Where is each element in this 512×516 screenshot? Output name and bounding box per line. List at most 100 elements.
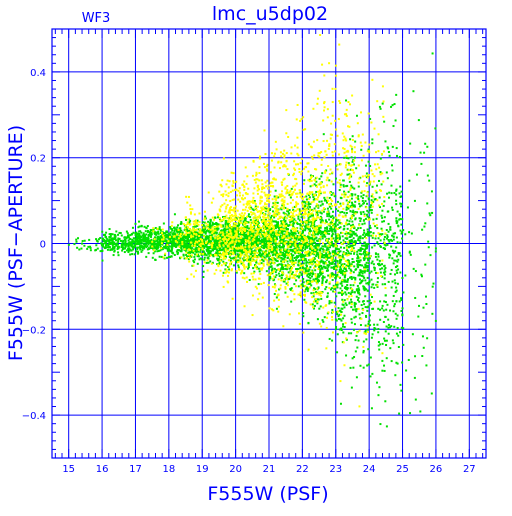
data-point: [424, 264, 426, 266]
data-point: [207, 257, 209, 259]
data-point: [141, 225, 143, 227]
data-point: [383, 205, 385, 207]
data-point: [366, 234, 368, 236]
data-point: [372, 283, 374, 285]
data-point: [392, 170, 394, 172]
data-point: [348, 332, 350, 334]
data-point: [196, 234, 198, 236]
data-point: [350, 306, 352, 308]
data-point: [360, 253, 362, 255]
data-point: [353, 265, 355, 267]
data-point: [229, 236, 231, 238]
data-point: [222, 261, 224, 263]
data-point: [365, 306, 367, 308]
data-point: [155, 227, 157, 229]
data-point: [217, 225, 219, 227]
data-point: [162, 256, 164, 258]
data-point: [371, 209, 373, 211]
data-point: [359, 278, 361, 280]
data-point: [202, 253, 204, 255]
data-point: [187, 221, 189, 223]
data-point: [353, 329, 355, 331]
data-point: [355, 310, 357, 312]
data-point: [348, 208, 350, 210]
data-point: [310, 237, 312, 239]
data-point: [367, 277, 369, 279]
data-point: [350, 234, 352, 236]
data-point: [351, 202, 353, 204]
data-point: [119, 238, 121, 240]
data-point: [327, 275, 329, 277]
data-point: [358, 290, 360, 292]
data-point: [368, 283, 370, 285]
data-point: [183, 233, 185, 235]
data-point: [344, 291, 346, 293]
data-point: [196, 241, 198, 243]
data-point: [332, 237, 334, 239]
data-point: [205, 233, 207, 235]
data-point: [273, 254, 275, 256]
data-point: [394, 103, 396, 105]
data-point: [176, 226, 178, 228]
data-point: [412, 90, 414, 92]
data-point: [375, 256, 377, 258]
data-point: [134, 253, 136, 255]
data-point: [173, 227, 175, 229]
data-point: [330, 216, 332, 218]
data-point: [194, 243, 196, 245]
data-point: [354, 218, 356, 220]
data-point: [216, 243, 218, 245]
data-point: [148, 252, 150, 254]
data-point: [237, 210, 239, 212]
data-point: [399, 192, 401, 194]
data-point: [137, 233, 139, 235]
data-point: [422, 335, 424, 337]
data-point: [198, 224, 200, 226]
data-point: [415, 399, 417, 401]
data-point: [327, 295, 329, 297]
data-point: [319, 230, 321, 232]
data-point: [346, 212, 348, 214]
data-point: [314, 208, 316, 210]
data-point: [186, 240, 188, 242]
data-point: [104, 247, 106, 249]
data-point: [258, 283, 260, 285]
data-point: [259, 243, 261, 245]
data-point: [428, 180, 430, 182]
data-point: [349, 181, 351, 183]
data-point: [224, 228, 226, 230]
data-point: [423, 226, 425, 228]
data-point: [405, 369, 407, 371]
data-point: [187, 236, 189, 238]
data-point: [253, 209, 255, 211]
data-point: [390, 273, 392, 275]
data-point: [387, 146, 389, 148]
data-point: [336, 320, 338, 322]
data-point: [381, 263, 383, 265]
data-point: [360, 247, 362, 249]
data-point: [313, 199, 315, 201]
data-point: [190, 241, 192, 243]
data-point: [370, 302, 372, 304]
data-point: [396, 261, 398, 263]
data-point: [178, 246, 180, 248]
data-point: [322, 321, 324, 323]
data-point: [350, 284, 352, 286]
data-point: [402, 229, 404, 231]
data-point: [379, 423, 381, 425]
data-point: [237, 253, 239, 255]
data-point: [376, 259, 378, 261]
data-point: [395, 266, 397, 268]
data-point: [410, 254, 412, 256]
data-point: [217, 259, 219, 261]
data-point: [292, 233, 294, 235]
data-point: [198, 249, 200, 251]
data-point: [349, 138, 351, 140]
data-point: [195, 219, 197, 221]
data-point: [222, 231, 224, 233]
data-point: [419, 410, 421, 412]
data-point: [245, 236, 247, 238]
data-point: [370, 279, 372, 281]
data-point: [379, 106, 381, 108]
data-point: [359, 205, 361, 207]
